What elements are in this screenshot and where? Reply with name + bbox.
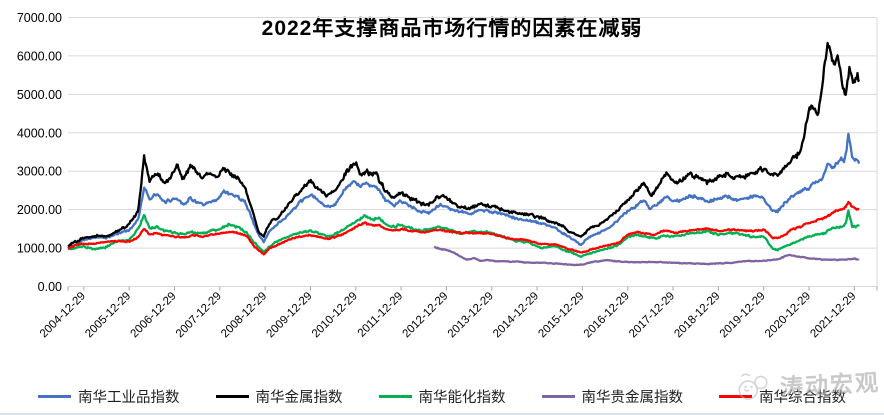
- y-axis-tick-label: 2000.00: [17, 203, 62, 217]
- legend-label: 南华能化指数: [418, 390, 506, 406]
- legend-line-swatch: [215, 395, 249, 398]
- x-axis-tick-label: 2008-12-29: [219, 290, 269, 340]
- y-axis-tick-label: 0.00: [38, 280, 62, 294]
- x-axis-tick-label: 2015-12-29: [536, 290, 586, 340]
- x-axis-tick-label: 2007-12-29: [174, 290, 224, 340]
- x-axis-tick-label: 2018-12-29: [672, 290, 722, 340]
- x-axis-tick-label: 2009-12-29: [265, 290, 315, 340]
- legend-line-swatch: [541, 395, 575, 398]
- legend-label: 南华工业品指数: [78, 390, 180, 406]
- x-axis-tick-label: 2013-12-29: [446, 290, 496, 340]
- y-axis-tick-label: 7000.00: [17, 11, 62, 25]
- y-axis-tick-label: 3000.00: [17, 165, 62, 179]
- legend-item-2: 南华金属指数: [215, 386, 343, 407]
- legend-label: 南华金属指数: [255, 390, 343, 406]
- chart-title: 2022年支撑商品市场行情的因素在减弱: [261, 17, 643, 40]
- series-line-2: [67, 41, 860, 248]
- series-line-1: [67, 132, 861, 249]
- x-axis-tick-label: 2006-12-29: [129, 290, 179, 340]
- legend-item-1: 南华工业品指数: [38, 386, 180, 407]
- legend-line-swatch: [719, 395, 752, 398]
- legend-label: 南华综合指数: [759, 390, 846, 406]
- x-axis-tick-label: 2005-12-29: [83, 290, 133, 340]
- series-line-5: [67, 200, 860, 256]
- x-axis-tick-label: 2014-12-29: [491, 290, 541, 340]
- series-line-4: [433, 245, 860, 267]
- legend-label: 南华贵金属指数: [581, 390, 684, 406]
- y-axis-tick-label: 5000.00: [17, 88, 62, 102]
- legend-item-3: 南华能化指数: [378, 386, 506, 407]
- legend-line-swatch: [378, 395, 412, 398]
- y-axis-tick-label: 4000.00: [17, 126, 62, 140]
- legend-item-5: 南华综合指数: [719, 386, 846, 407]
- legend-item-4: 南华贵金属指数: [541, 386, 684, 407]
- x-axis-tick-label: 2016-12-29: [582, 290, 632, 340]
- x-axis-tick-label: 2011-12-29: [356, 290, 405, 339]
- x-axis-tick-label: 2019-12-29: [718, 290, 768, 340]
- chart-legend: 南华工业品指数 南华金属指数 南华能化指数 南华贵金属指数 南华综合指数: [0, 386, 884, 407]
- legend-line-swatch: [38, 395, 71, 398]
- y-axis-tick-label: 6000.00: [17, 49, 62, 63]
- y-axis-tick-label: 1000.00: [17, 242, 62, 256]
- x-axis-tick-label: 2010-12-29: [310, 290, 360, 340]
- x-axis-tick-label: 2004-12-29: [38, 290, 88, 340]
- x-axis-tick-label: 2021-12-29: [808, 290, 858, 340]
- x-axis-tick-label: 2020-12-29: [763, 290, 813, 340]
- x-axis-tick-label: 2012-12-29: [400, 290, 450, 340]
- x-axis-tick-label: 2017-12-29: [627, 290, 677, 340]
